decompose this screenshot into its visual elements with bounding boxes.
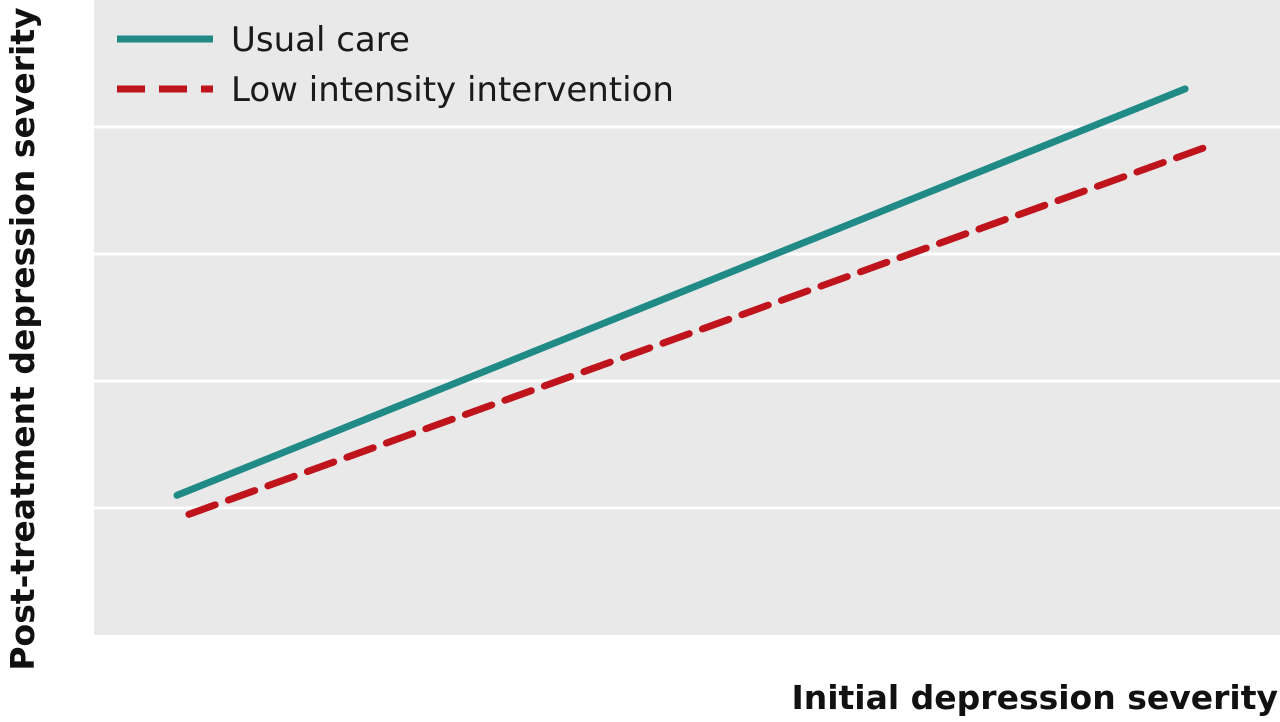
series-line-low-intensity-intervention: [185, 142, 1213, 518]
series-line-usual-care: [173, 85, 1189, 499]
x-axis-title: Initial depression severity: [791, 678, 1278, 717]
legend-label-usual-care: Usual care: [231, 20, 410, 60]
legend: Usual care Low intensity intervention: [117, 20, 674, 110]
legend-label-low-intensity-intervention: Low intensity intervention: [231, 70, 674, 110]
y-axis-title: Post-treatment depression severity: [3, 7, 42, 670]
gridlines: [94, 125, 1280, 510]
series-layer: [173, 85, 1213, 518]
plot-area: [94, 0, 1280, 635]
